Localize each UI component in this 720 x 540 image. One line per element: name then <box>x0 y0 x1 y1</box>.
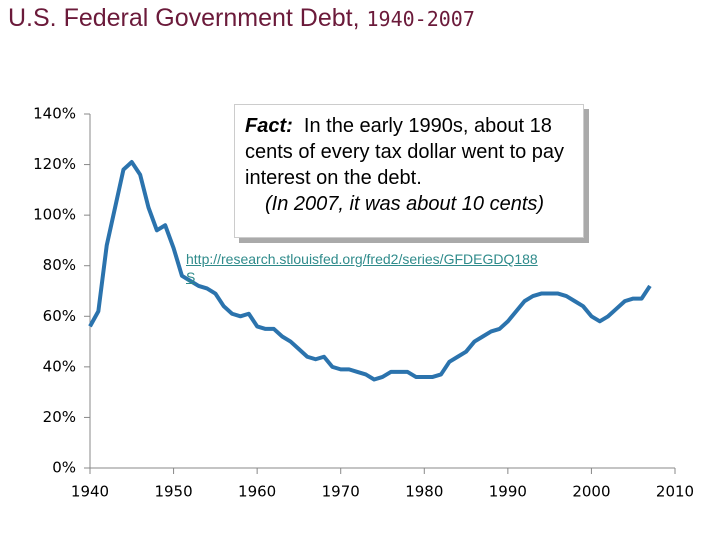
source-link[interactable]: http://research.stlouisfed.org/fred2/ser… <box>186 251 538 285</box>
y-tick-label: 60% <box>43 307 76 325</box>
fact-box: Fact: In the early 1990s, about 18 cents… <box>234 104 584 238</box>
y-tick-label: 80% <box>43 256 76 274</box>
x-tick-label: 2000 <box>572 483 610 501</box>
x-tick-label: 1970 <box>322 483 360 501</box>
y-tick-label: 120% <box>33 155 76 173</box>
y-tick-label: 100% <box>33 206 76 224</box>
y-tick-label: 140% <box>33 105 76 123</box>
fact-label: Fact: <box>245 115 293 137</box>
x-tick-label: 1960 <box>238 483 276 501</box>
subtitle: 1940-2007 <box>366 7 475 31</box>
fact-note: (In 2007, it was about 10 cents) <box>265 193 545 215</box>
title: U.S. Federal Government Debt, 1940-2007 <box>8 4 475 33</box>
x-tick-label: 1980 <box>405 483 443 501</box>
x-tick-label: 1990 <box>489 483 527 501</box>
title-text: U.S. Federal Government Debt, <box>8 4 360 32</box>
y-tick-label: 20% <box>43 408 76 426</box>
x-tick-label: 1950 <box>154 483 192 501</box>
fact-text: In the early 1990s, about 18 cents of ev… <box>245 115 565 189</box>
y-tick-label: 0% <box>52 459 76 477</box>
y-tick-label: 40% <box>43 357 76 375</box>
x-tick-label: 2010 <box>656 483 694 501</box>
x-tick-label: 1940 <box>71 483 109 501</box>
debt-line <box>88 160 652 382</box>
